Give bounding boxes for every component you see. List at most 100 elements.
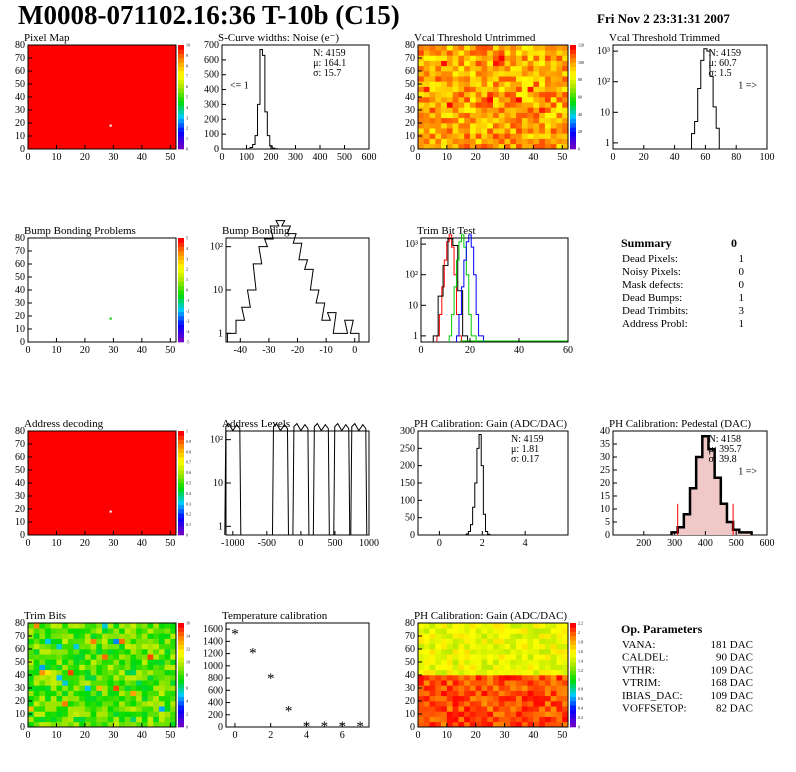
heatmap-cell [544,123,551,129]
heatmap-cell [96,623,103,629]
heatmap-cell [435,680,442,686]
heatmap-cell [562,128,569,134]
heatmap-cell [124,664,131,671]
heatmap-cell [147,664,154,671]
heatmap-cell [510,133,517,139]
heatmap-cell [539,97,546,103]
heatmap-cell [464,91,471,98]
heatmap-cell [504,117,511,124]
heatmap-cell [107,659,114,665]
heatmap-cell [170,669,177,676]
histogram-peak [224,422,242,536]
heatmap-cell [516,669,523,676]
heatmap-cell [487,71,494,77]
heatmap-cell [56,643,63,650]
heatmap-cell [96,711,103,717]
heatmap-cell [469,123,476,129]
heatmap-cell [544,81,551,87]
overflow-annotation: <= 1 [230,81,249,92]
heatmap-cell [562,65,569,72]
heatmap-cell [446,638,453,645]
heatmap-cell [498,123,505,129]
heatmap-cell [147,680,154,686]
heatmap-cell [475,71,482,77]
heatmap-cell [516,76,523,82]
heatmap-cell [90,659,97,665]
heatmap-cell [464,138,471,145]
heatmap-cell [487,623,494,629]
heatmap-cell [158,711,165,717]
heatmap-cell [556,65,563,72]
palette-tick-label: 2 [186,126,188,131]
y-tick-label: 50 [15,465,25,476]
heatmap-cell [527,711,534,717]
heatmap-cell [504,675,511,681]
heatmap-cell [96,643,103,650]
heatmap-cell [79,664,86,671]
heatmap-cell [469,128,476,134]
y-tick-label: 25 [600,465,610,476]
summary-label: Dead Pixels: [622,253,678,265]
heatmap-cell [487,138,494,145]
heatmap-cell [446,128,453,134]
heatmap-cell [493,721,500,728]
heatmap-cell [481,711,488,717]
heatmap-cell [521,76,528,82]
heatmap-cell [556,690,563,697]
heatmap-cell [84,721,91,728]
heatmap-cell [429,76,436,82]
heatmap-cell [130,659,137,665]
heatmap-cell [521,701,528,707]
heatmap-cell [153,628,160,634]
heatmap-cell [119,685,126,691]
heatmap-cell [464,50,471,56]
heatmap-cell [136,638,143,645]
stat-sigma: σ: 1.5 [708,68,731,79]
heatmap-cell [504,97,511,103]
chart-title: PH Calibration: Gain (ADC/DAC) [414,610,567,622]
y-tick-label: 40 [15,92,25,103]
heatmap-cell [62,654,69,660]
heatmap-cell [533,690,540,697]
heatmap-cell [102,654,108,660]
heatmap-cell [79,659,86,665]
x-tick-label: 0 [26,538,31,549]
heatmap-cell [158,716,165,723]
heatmap-cell [441,659,448,665]
heatmap-cell [429,128,436,134]
heatmap-cell [33,628,40,634]
heatmap-cell [147,701,154,707]
heatmap-cell [498,76,505,82]
heatmap-cell [56,649,63,655]
heatmap-cell [136,721,143,728]
heatmap-cell [107,711,114,717]
heatmap-cell [544,112,551,119]
heatmap-cell [475,45,482,51]
heatmap-cell [107,628,114,634]
heatmap-cell [79,690,86,697]
heatmap-cell [73,649,80,655]
heatmap-cell [113,711,120,717]
y-tick-label: 40 [15,285,25,296]
heatmap-cell [475,55,482,61]
x-tick-label: 30 [108,152,118,163]
heatmap-cell [510,117,517,124]
heatmap-cell [435,123,442,129]
heatmap-cell [119,669,126,676]
heatmap-cell [90,649,97,655]
heatmap-cell [493,71,500,77]
heatmap-cell [533,86,540,93]
heatmap-cell [28,628,34,634]
heatmap-cell [458,123,465,129]
heatmap-cell [504,633,511,639]
heatmap-cell [469,685,476,691]
palette-tick-label: 10 [186,43,190,48]
heatmap-cell [481,138,488,145]
heatmap-cell [510,81,517,87]
heatmap-cell [516,633,523,639]
op-param-label: VTRIM: [622,677,661,689]
y-tick-label: 10 [15,517,25,528]
heatmap-cell [498,138,505,145]
heatmap-cell [493,81,500,87]
